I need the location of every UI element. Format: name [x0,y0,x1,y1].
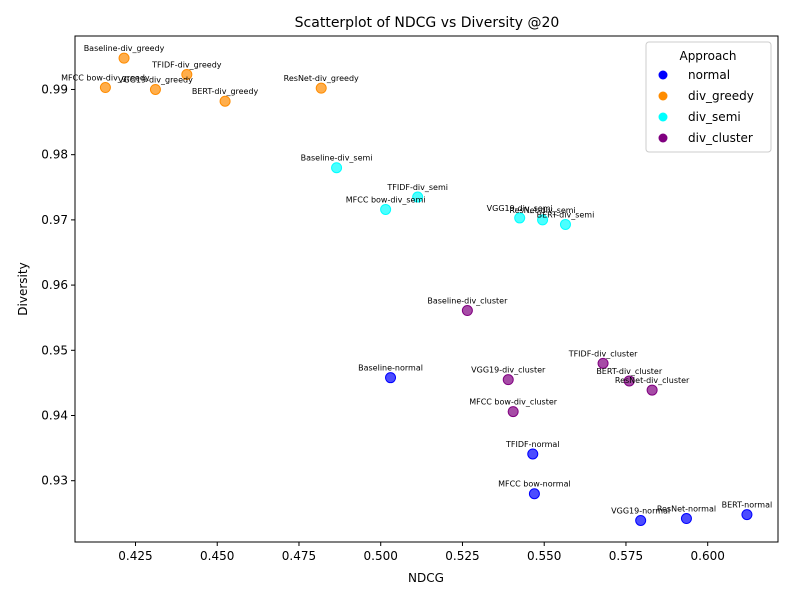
point-label: VGG19-div_semi [487,204,553,213]
legend-entry: div_greedy [688,89,754,103]
point-labels: Baseline-normal TFIDF-normal MFCC bow-norm… [61,44,772,515]
point-label: ResNet-div_semi [509,206,575,215]
data-point-div_greedy [315,82,327,94]
data-point-normal [528,488,540,500]
legend-marker-div_greedy [658,91,668,101]
point-label: Baseline-normal [358,364,423,373]
point-label: VGG19-div_cluster [471,366,546,375]
x-tick-label: 0.600 [691,549,725,563]
data-point-div_cluster [461,305,473,317]
legend-marker-div_semi [658,112,668,122]
point-label: TFIDF-normal [505,440,560,449]
data-point-div_greedy [118,52,130,64]
point-label: TFIDF-div_cluster [568,349,638,358]
legend-entry: div_cluster [688,131,753,145]
y-tick-label: 0.97 [41,213,68,227]
data-point-div_semi [412,191,424,203]
legend-entry: div_semi [688,110,741,124]
point-label: Baseline-div_cluster [427,297,508,306]
point-label: ResNet-div_greedy [284,74,359,83]
point-label: BERT-div_cluster [596,367,663,376]
data-point-div_semi [514,212,526,224]
data-point-div_greedy [99,82,111,94]
point-label: MFCC bow-div_semi [346,195,426,204]
y-tick-label: 0.98 [41,148,68,162]
data-point-normal [680,513,692,525]
legend-marker-normal [658,70,668,80]
point-label: MFCC bow-div_greedy [61,74,150,83]
point-label: ResNet-div_cluster [615,376,690,385]
x-tick-label: 0.425 [118,549,152,563]
x-tick-label: 0.575 [609,549,643,563]
x-axis: 0.425 0.450 0.475 0.500 0.525 0.550 0.575 0.600 [118,542,725,563]
x-tick-label: 0.550 [527,549,561,563]
point-label: BERT-normal [722,501,773,510]
data-point-div_cluster [597,357,609,369]
x-tick-label: 0.475 [282,549,316,563]
x-tick-label: 0.450 [200,549,234,563]
y-axis-label: Diversity [16,262,30,315]
data-point-div_cluster [646,384,658,396]
data-point-div_greedy [181,68,193,80]
legend-box [645,41,772,153]
point-label: BERT-div_greedy [192,87,259,96]
y-tick-label: 0.96 [41,278,68,292]
data-point-div_semi [537,214,549,226]
point-label: ResNet-normal [657,505,716,514]
point-label: MFCC bow-normal [498,480,571,489]
x-tick-label: 0.500 [364,549,398,563]
data-point-normal [385,372,397,384]
data-point-div_greedy [219,95,231,107]
data-point-div_cluster [502,374,514,386]
point-label: TFIDF-div_greedy [151,60,222,69]
point-label: TFIDF-div_semi [386,183,448,192]
data-point-normal [635,514,647,526]
point-label: BERT-div_semi [537,210,595,219]
legend-entry: normal [688,68,730,82]
legend: Approach normal div_greedy div_semi div_clu… [645,41,772,153]
plot-area [74,35,779,543]
data-point-div_semi [559,218,571,230]
x-tick-label: 0.525 [445,549,479,563]
data-point-div_semi [380,203,392,215]
point-label: Baseline-div_greedy [84,44,165,53]
point-label: MFCC bow-div_cluster [469,398,558,407]
y-tick-label: 0.99 [41,82,68,96]
data-point-div_cluster [507,406,519,418]
y-axis: 0.93 0.94 0.95 0.96 0.97 0.98 0.99 [41,82,75,488]
data-points [99,52,753,526]
data-point-normal [527,448,539,460]
data-point-div_greedy [149,83,161,95]
chart-title: Scatterplot of NDCG vs Diversity @20 [295,15,560,31]
point-label: VGG19-normal [611,506,670,515]
data-point-normal [741,509,753,521]
point-label: VGG19-div_greedy [118,75,193,84]
data-point-div_cluster [623,375,635,387]
legend-title: Approach [679,49,736,63]
y-tick-label: 0.95 [41,343,68,357]
x-axis-label: NDCG [408,571,444,585]
legend-marker-div_cluster [658,133,668,143]
y-tick-label: 0.93 [41,474,68,488]
point-label: Baseline-div_semi [301,154,373,163]
data-point-div_semi [331,162,343,174]
y-tick-label: 0.94 [41,409,68,423]
